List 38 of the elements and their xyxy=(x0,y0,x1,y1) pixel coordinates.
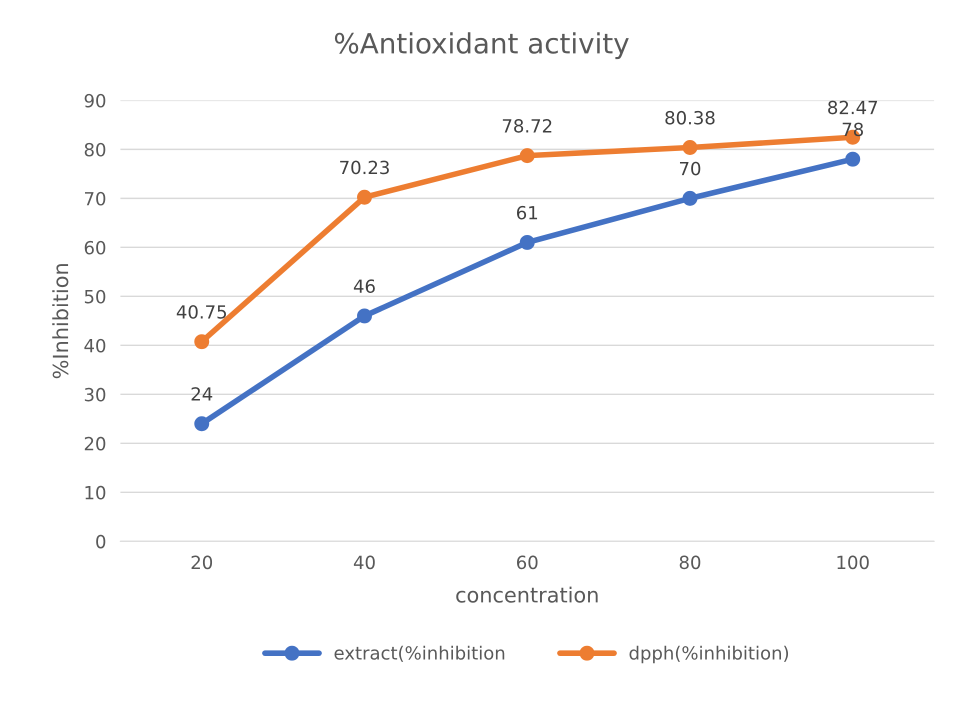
data-label: 46 xyxy=(354,279,375,294)
data-label: 70 xyxy=(680,162,700,176)
y-tick-label: 10 xyxy=(85,486,106,500)
data-label: 78.72 xyxy=(502,119,552,133)
chart-title: %Antioxidant activity xyxy=(334,32,629,60)
point xyxy=(194,334,210,350)
legend-label: dpph(%inhibition) xyxy=(630,646,788,664)
point xyxy=(520,235,535,250)
y-tick-label: 60 xyxy=(84,240,106,254)
point xyxy=(357,308,372,324)
point xyxy=(194,416,210,432)
x-tick-label: 100 xyxy=(837,556,869,570)
y-tick-label: 20 xyxy=(84,436,106,450)
x-axis-title: concentration xyxy=(456,586,598,603)
data-label: 70.23 xyxy=(340,160,389,174)
point xyxy=(682,190,698,206)
x-tick-label: 20 xyxy=(192,556,212,570)
point xyxy=(520,148,535,164)
y-tick-label: 40 xyxy=(84,338,106,352)
y-tick-label: 50 xyxy=(84,290,106,304)
x-tick-label: 80 xyxy=(680,556,700,570)
y-tick-label: 0 xyxy=(96,534,106,548)
point xyxy=(682,140,698,155)
data-label: 82.47 xyxy=(828,100,878,114)
y-axis-title: %Inhibition xyxy=(52,264,68,378)
y-tick-label: 90 xyxy=(84,94,106,108)
legend-label: extract(%inhibition xyxy=(334,646,504,662)
y-tick-label: 70 xyxy=(84,192,106,206)
y-tick-label: 80 xyxy=(84,142,106,156)
y-tick-label: 30 xyxy=(84,388,106,402)
data-label: 40.75 xyxy=(176,305,226,319)
x-tick-label: 40 xyxy=(354,556,375,570)
point xyxy=(845,152,860,167)
data-label: 24 xyxy=(192,387,212,401)
data-label: 61 xyxy=(517,206,538,220)
x-tick-label: 60 xyxy=(517,556,538,570)
point xyxy=(357,190,372,205)
data-label: 80.38 xyxy=(665,110,715,125)
